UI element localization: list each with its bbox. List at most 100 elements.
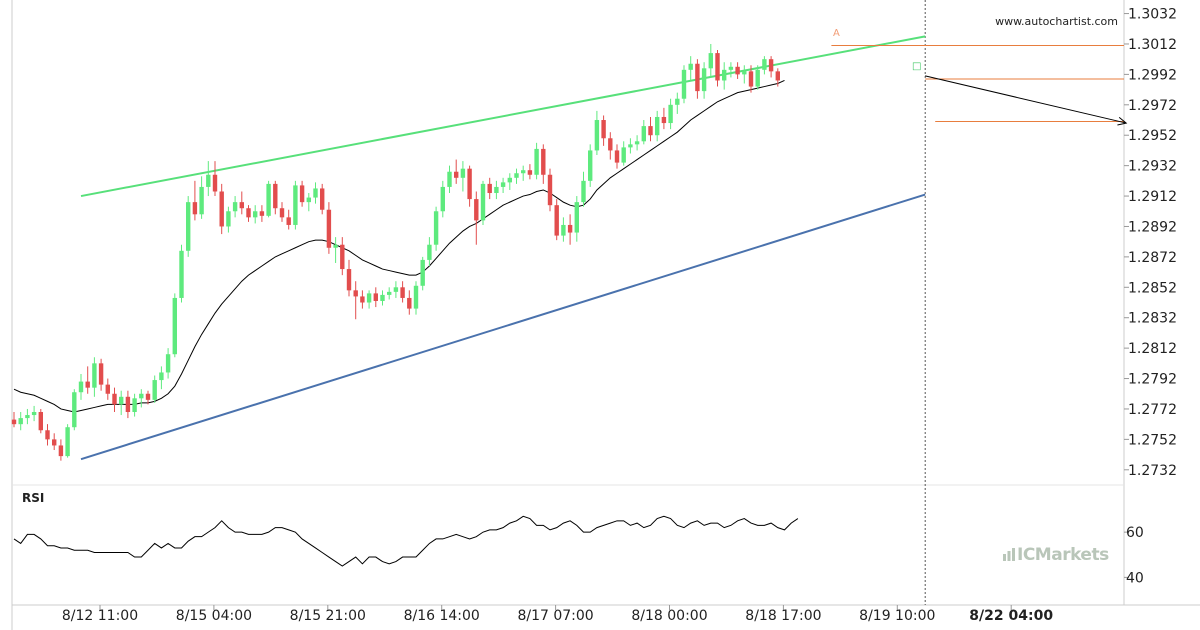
candle (119, 390, 124, 416)
candle-body (232, 202, 238, 212)
candle (299, 180, 305, 207)
candle-body (340, 244, 345, 270)
candle (273, 180, 278, 215)
candle-body (11, 419, 17, 425)
x-tick-label: 8/16 14:00 (404, 608, 480, 624)
candle-body (112, 393, 117, 405)
candle (139, 389, 144, 408)
candle-body (541, 148, 546, 175)
candle-body (380, 294, 385, 301)
candle-body (253, 211, 258, 218)
moving-average-line (13, 80, 785, 413)
candle-body (588, 150, 593, 181)
candle-body (219, 191, 224, 227)
candle-body (480, 183, 486, 221)
candle-body (500, 182, 506, 187)
candle (634, 135, 640, 151)
y-tick-label: 1.2912 (1128, 189, 1177, 205)
candle (333, 237, 338, 263)
candle-body (655, 116, 660, 136)
candle (366, 290, 372, 309)
candle-body (333, 244, 338, 248)
candle-body (353, 290, 358, 297)
candle (480, 180, 486, 225)
candle-body (695, 63, 700, 92)
candle (279, 202, 285, 222)
candle-body (306, 197, 311, 203)
candle (541, 144, 546, 184)
candle-body (755, 69, 760, 87)
candle-body (621, 147, 626, 163)
candle (45, 424, 50, 446)
y-tick-label: 1.2772 (1128, 402, 1177, 418)
candle (614, 144, 620, 169)
candle-body (78, 381, 84, 393)
candle (65, 424, 70, 458)
candle-body (105, 384, 110, 394)
candle-body (688, 63, 693, 70)
candle-body (72, 392, 77, 428)
pattern-label: A (833, 28, 840, 39)
watermark: www.autochartist.com (995, 15, 1118, 28)
candle-body (427, 244, 432, 260)
candle (748, 65, 754, 93)
candle-body (722, 69, 727, 81)
candle (52, 433, 57, 451)
candle (152, 375, 157, 403)
candle (775, 68, 780, 87)
candle-body (494, 186, 499, 194)
candle-body (239, 202, 244, 209)
candle-body (98, 363, 104, 385)
candle-body (360, 296, 365, 303)
candle (286, 209, 291, 230)
candle (668, 98, 673, 130)
candle-body (273, 183, 278, 209)
candle-body (65, 427, 70, 457)
candle-body (775, 71, 780, 81)
candle (232, 196, 238, 218)
candle (561, 217, 566, 242)
y-tick-label: 1.3032 (1128, 7, 1177, 23)
x-tick-label: 8/17 07:00 (517, 608, 593, 624)
candle (112, 387, 117, 413)
candle-body (474, 199, 479, 221)
candle (132, 393, 137, 417)
candle-body (320, 188, 325, 210)
candle-body (226, 211, 231, 227)
candle (722, 62, 727, 90)
candle (400, 281, 405, 303)
candle-body (25, 415, 30, 419)
candle (266, 180, 271, 218)
candle (413, 281, 419, 315)
candle-body (45, 430, 50, 440)
candle (340, 237, 345, 276)
y-tick-label: 1.2832 (1128, 311, 1177, 327)
candle-body (641, 126, 646, 142)
forecast-arrow-head (1117, 117, 1128, 126)
candle (681, 65, 687, 104)
candle (735, 62, 740, 79)
candle-body (179, 250, 184, 298)
candle-body (366, 293, 372, 303)
candle (447, 165, 452, 194)
candle (427, 237, 432, 267)
candle-body (487, 183, 492, 194)
candle (239, 191, 244, 215)
candle-body (152, 380, 157, 400)
y-tick-label: 1.2792 (1128, 372, 1177, 388)
candle (313, 182, 318, 204)
candle-body (346, 269, 352, 291)
candle-body (413, 285, 419, 309)
candle (353, 281, 358, 320)
y-tick-label: 1.2732 (1128, 463, 1177, 479)
candle (433, 206, 439, 251)
candle (11, 412, 17, 428)
candle-body (728, 66, 734, 70)
candle (165, 348, 171, 379)
candle (648, 116, 653, 142)
candle (567, 214, 573, 245)
candle-body (634, 141, 640, 145)
candle-body (534, 148, 539, 175)
candle-body (648, 126, 653, 136)
